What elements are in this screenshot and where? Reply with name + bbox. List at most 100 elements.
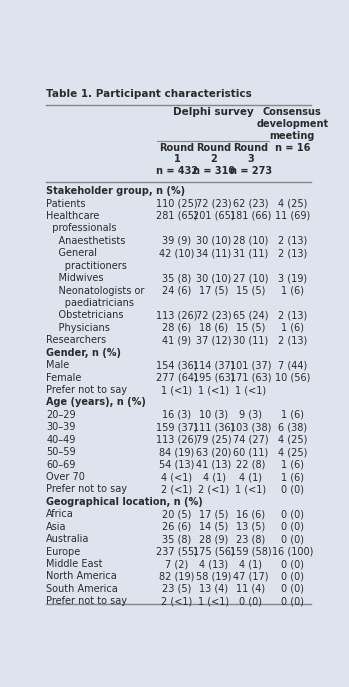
Text: 16 (100): 16 (100) bbox=[272, 547, 313, 556]
Text: Round
1
n = 432: Round 1 n = 432 bbox=[156, 143, 198, 176]
Text: 2 (<1): 2 (<1) bbox=[161, 596, 192, 607]
Text: 7 (2): 7 (2) bbox=[165, 559, 188, 569]
Text: 23 (8): 23 (8) bbox=[236, 534, 266, 544]
Text: 54 (13): 54 (13) bbox=[159, 460, 194, 470]
Text: Neonatologists or: Neonatologists or bbox=[46, 286, 145, 295]
Text: Stakeholder group, n (%): Stakeholder group, n (%) bbox=[46, 186, 185, 196]
Text: 4 (1): 4 (1) bbox=[239, 472, 262, 482]
Text: 26 (6): 26 (6) bbox=[162, 521, 192, 532]
Text: 30 (10): 30 (10) bbox=[196, 236, 232, 246]
Text: 35 (8): 35 (8) bbox=[162, 273, 192, 283]
Text: 1 (6): 1 (6) bbox=[281, 323, 304, 333]
Text: 41 (9): 41 (9) bbox=[162, 335, 191, 346]
Text: Round
3
n = 273: Round 3 n = 273 bbox=[230, 143, 272, 176]
Text: 31 (11): 31 (11) bbox=[233, 248, 269, 258]
Text: Physicians: Physicians bbox=[46, 323, 110, 333]
Text: n = 16: n = 16 bbox=[275, 143, 310, 153]
Text: Europe: Europe bbox=[46, 547, 81, 556]
Text: 0 (0): 0 (0) bbox=[281, 521, 304, 532]
Text: 111 (36): 111 (36) bbox=[193, 423, 235, 432]
Text: 2 (13): 2 (13) bbox=[277, 335, 307, 346]
Text: 15 (5): 15 (5) bbox=[236, 286, 266, 295]
Text: 113 (26): 113 (26) bbox=[156, 435, 198, 444]
Text: 37 (12): 37 (12) bbox=[196, 335, 232, 346]
Text: Obstetricians: Obstetricians bbox=[46, 311, 124, 320]
Text: 1 (6): 1 (6) bbox=[281, 472, 304, 482]
Text: 18 (6): 18 (6) bbox=[200, 323, 229, 333]
Text: Asia: Asia bbox=[46, 521, 67, 532]
Text: 0 (0): 0 (0) bbox=[281, 509, 304, 519]
Text: 1 (<1): 1 (<1) bbox=[235, 385, 267, 395]
Text: 34 (11): 34 (11) bbox=[196, 248, 232, 258]
Text: 1 (6): 1 (6) bbox=[281, 410, 304, 420]
Text: Prefer not to say: Prefer not to say bbox=[46, 484, 127, 495]
Text: 28 (9): 28 (9) bbox=[199, 534, 229, 544]
Text: Gender, n (%): Gender, n (%) bbox=[46, 348, 121, 358]
Text: Consensus
development
meeting: Consensus development meeting bbox=[256, 107, 328, 141]
Text: Anaesthetists: Anaesthetists bbox=[46, 236, 126, 246]
Text: 47 (17): 47 (17) bbox=[233, 572, 269, 581]
Text: 1 (6): 1 (6) bbox=[281, 286, 304, 295]
Text: paediatricians: paediatricians bbox=[46, 298, 134, 308]
Text: Africa: Africa bbox=[46, 509, 74, 519]
Text: 110 (25): 110 (25) bbox=[156, 199, 198, 209]
Text: 277 (64): 277 (64) bbox=[156, 372, 198, 383]
Text: 113 (26): 113 (26) bbox=[156, 311, 198, 320]
Text: 17 (5): 17 (5) bbox=[199, 286, 229, 295]
Text: 74 (27): 74 (27) bbox=[233, 435, 269, 444]
Text: North America: North America bbox=[46, 572, 117, 581]
Text: General: General bbox=[46, 248, 97, 258]
Text: 14 (5): 14 (5) bbox=[199, 521, 229, 532]
Text: 0 (0): 0 (0) bbox=[281, 572, 304, 581]
Text: 27 (10): 27 (10) bbox=[233, 273, 269, 283]
Text: 11 (69): 11 (69) bbox=[275, 211, 310, 221]
Text: 4 (25): 4 (25) bbox=[277, 199, 307, 209]
Text: 30 (10): 30 (10) bbox=[196, 273, 232, 283]
Text: 30 (11): 30 (11) bbox=[233, 335, 269, 346]
Text: Geographical location, n (%): Geographical location, n (%) bbox=[46, 497, 203, 507]
Text: Female: Female bbox=[46, 372, 82, 383]
Text: 39 (9): 39 (9) bbox=[162, 236, 191, 246]
Text: 103 (38): 103 (38) bbox=[230, 423, 272, 432]
Text: Middle East: Middle East bbox=[46, 559, 103, 569]
Text: 159 (58): 159 (58) bbox=[230, 547, 272, 556]
Text: 2 (<1): 2 (<1) bbox=[161, 484, 192, 495]
Text: 23 (5): 23 (5) bbox=[162, 584, 192, 594]
Text: 41 (13): 41 (13) bbox=[196, 460, 232, 470]
Text: Healthcare: Healthcare bbox=[46, 211, 100, 221]
Text: 50–59: 50–59 bbox=[46, 447, 76, 457]
Text: 62 (23): 62 (23) bbox=[233, 199, 269, 209]
Text: 22 (8): 22 (8) bbox=[236, 460, 266, 470]
Text: 60 (11): 60 (11) bbox=[233, 447, 269, 457]
Text: Prefer not to say: Prefer not to say bbox=[46, 385, 127, 395]
Text: 175 (56): 175 (56) bbox=[193, 547, 235, 556]
Text: Male: Male bbox=[46, 360, 69, 370]
Text: 1 (<1): 1 (<1) bbox=[161, 385, 192, 395]
Text: 195 (63): 195 (63) bbox=[193, 372, 235, 383]
Text: 2 (13): 2 (13) bbox=[277, 311, 307, 320]
Text: 154 (36): 154 (36) bbox=[156, 360, 198, 370]
Text: 35 (8): 35 (8) bbox=[162, 534, 192, 544]
Text: 11 (4): 11 (4) bbox=[236, 584, 266, 594]
Text: 63 (20): 63 (20) bbox=[196, 447, 232, 457]
Text: 1 (<1): 1 (<1) bbox=[199, 596, 230, 607]
Text: 2 (13): 2 (13) bbox=[277, 248, 307, 258]
Text: 3 (19): 3 (19) bbox=[277, 273, 307, 283]
Text: practitioners: practitioners bbox=[46, 260, 127, 271]
Text: 15 (5): 15 (5) bbox=[236, 323, 266, 333]
Text: 79 (25): 79 (25) bbox=[196, 435, 232, 444]
Text: South America: South America bbox=[46, 584, 118, 594]
Text: 0 (0): 0 (0) bbox=[281, 559, 304, 569]
Text: Delphi survey: Delphi survey bbox=[173, 107, 254, 117]
Text: 58 (19): 58 (19) bbox=[196, 572, 232, 581]
Text: Patients: Patients bbox=[46, 199, 86, 209]
Text: 4 (13): 4 (13) bbox=[200, 559, 229, 569]
Text: 17 (5): 17 (5) bbox=[199, 509, 229, 519]
Text: 1 (<1): 1 (<1) bbox=[199, 385, 230, 395]
Text: 171 (63): 171 (63) bbox=[230, 372, 272, 383]
Text: 281 (65): 281 (65) bbox=[156, 211, 198, 221]
Text: 2 (<1): 2 (<1) bbox=[198, 484, 230, 495]
Text: 24 (6): 24 (6) bbox=[162, 286, 192, 295]
Text: 65 (24): 65 (24) bbox=[233, 311, 269, 320]
Text: 101 (37): 101 (37) bbox=[230, 360, 272, 370]
